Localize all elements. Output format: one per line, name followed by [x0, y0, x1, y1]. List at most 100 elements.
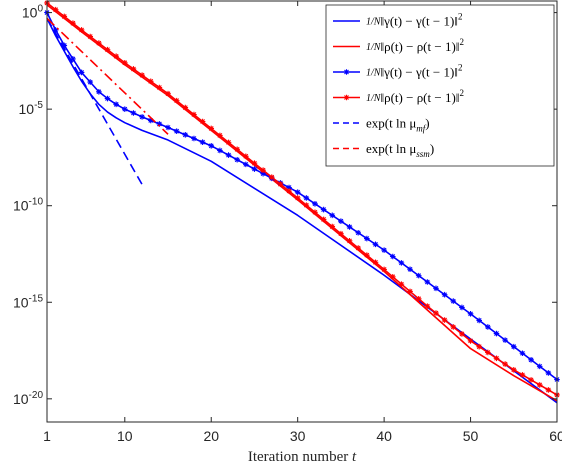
- series-4-point: [251, 160, 258, 167]
- series-4-point: [398, 281, 405, 287]
- y-tick-label: 10-10: [13, 197, 43, 214]
- x-tick-label: 10: [117, 428, 133, 444]
- series-4-point: [415, 295, 422, 302]
- series-4-point: [502, 361, 508, 367]
- series-3-point: [139, 114, 145, 120]
- series-3-point: [364, 235, 370, 242]
- x-tick-label: 20: [203, 428, 219, 444]
- y-tick-base: 10: [13, 198, 29, 214]
- series-3-point: [243, 161, 249, 168]
- series-4-point: [78, 27, 85, 33]
- series-4-point: [355, 245, 361, 251]
- series-3-point: [381, 247, 387, 253]
- series-4-point: [450, 324, 457, 330]
- series-4-point: [493, 355, 500, 362]
- legend-prefix: 1/N: [366, 93, 382, 104]
- series-3-point: [199, 139, 206, 145]
- series-3-point: [346, 224, 353, 230]
- series-4-point: [467, 338, 474, 344]
- series-4-point: [459, 331, 465, 337]
- legend-item-4: 1/N‖ρ(t) − ρ(t − 1)‖2: [333, 88, 464, 105]
- series-3-point: [510, 343, 517, 350]
- legend-item-5: exp(t ln μmf): [333, 116, 430, 134]
- y-tick-label: 10-15: [13, 293, 43, 310]
- series-4-point: [545, 387, 552, 393]
- series-3-point: [78, 69, 85, 76]
- series-4-point: [389, 273, 396, 280]
- series-4-point: [182, 104, 189, 111]
- y-tick-base: 10: [19, 101, 35, 117]
- legend-body: ‖γ(t) − γ(t − 1)‖: [380, 14, 458, 29]
- series-3-point: [450, 298, 457, 304]
- legend-marker: [343, 69, 350, 75]
- series-4-point: [147, 78, 154, 85]
- legend-sup: 2: [459, 88, 464, 98]
- legend-prefix: 1/N: [366, 17, 382, 28]
- series-3-point: [182, 132, 189, 138]
- series-3-point: [208, 143, 215, 149]
- y-tick-exponent: 0: [37, 4, 43, 15]
- legend: 1/N‖γ(t) − γ(t − 1)‖21/N‖ρ(t) − ρ(t − 1)…: [325, 4, 555, 167]
- series-4-point: [312, 209, 318, 216]
- series-4-point: [338, 230, 344, 237]
- series-4-point: [441, 317, 448, 323]
- x-axis-title-text: Iteration number: [248, 449, 348, 465]
- y-tick-base: 10: [13, 294, 29, 310]
- series-3-point: [104, 95, 111, 102]
- x-tick-label: 60: [549, 428, 562, 444]
- series-5-line: [46, 17, 143, 185]
- series-3-point: [191, 135, 197, 142]
- series-3-point: [225, 152, 232, 158]
- x-tick-label: 40: [376, 428, 392, 444]
- series-4-point: [528, 377, 534, 383]
- series-3-point: [260, 170, 266, 177]
- series-4-point: [329, 223, 336, 230]
- series-3-point: [147, 117, 154, 124]
- series-3-point: [338, 218, 344, 224]
- series-4-point: [243, 153, 249, 160]
- series-3-point: [467, 311, 474, 317]
- series-4: [44, 0, 560, 398]
- series-4-point: [260, 167, 266, 173]
- series-3-point: [130, 110, 137, 116]
- series-3-point: [312, 200, 318, 207]
- series-4-point: [199, 118, 206, 125]
- y-tick-label: 10-5: [19, 100, 44, 117]
- plot-frame: [46, 0, 558, 423]
- legend-item-1: 1/N‖γ(t) − γ(t − 1)‖2: [333, 12, 462, 29]
- legend-label: exp(t ln μmf): [366, 116, 430, 134]
- series-3-point: [294, 189, 301, 195]
- series-4-point: [87, 33, 94, 40]
- series-4-point: [268, 174, 275, 180]
- series-3-point: [485, 324, 491, 330]
- series-3-point: [493, 330, 500, 337]
- series-3-point: [441, 291, 448, 298]
- legend-item-2: 1/N‖ρ(t) − ρ(t − 1)‖2: [333, 37, 464, 54]
- series-3-point: [372, 241, 379, 248]
- series-4-point: [372, 259, 379, 266]
- series-3-point: [545, 370, 552, 376]
- legend-tail: ): [425, 116, 429, 131]
- series-4-point: [277, 181, 284, 187]
- series-3-point: [217, 147, 223, 154]
- legend-sup: 2: [458, 12, 463, 22]
- series-3-point: [234, 156, 240, 163]
- series-4-point: [217, 132, 223, 139]
- legend-sup: 2: [458, 63, 463, 73]
- series-4-point: [381, 266, 387, 273]
- series-4-point: [519, 372, 526, 378]
- x-axis-title-var: t: [352, 449, 357, 465]
- legend-prefix: 1/N: [366, 68, 382, 79]
- series-4-point: [70, 20, 76, 27]
- series-3-point: [251, 166, 258, 172]
- series-4-point: [104, 46, 111, 53]
- series-4-point: [364, 252, 370, 258]
- legend-marker: [343, 94, 350, 101]
- series-3-point: [87, 79, 94, 85]
- series-3-point: [398, 260, 405, 266]
- series-3-point: [407, 266, 413, 273]
- legend-label: 1/N‖ρ(t) − ρ(t − 1)‖2: [366, 88, 464, 105]
- legend-box: [325, 4, 555, 167]
- series-3-point: [70, 56, 76, 62]
- legend-tail: ): [430, 141, 434, 156]
